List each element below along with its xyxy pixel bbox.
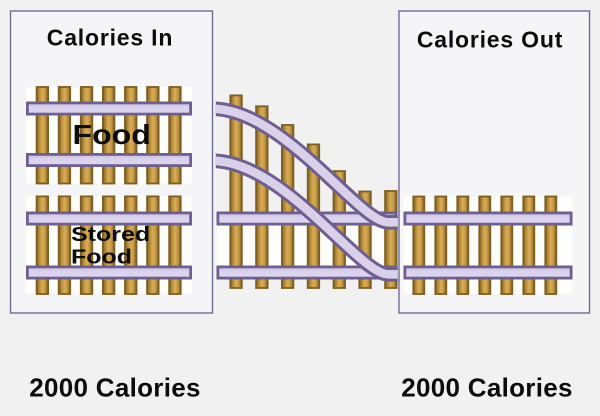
svg-text:Stored: Stored (71, 223, 150, 245)
svg-text:Food: Food (71, 246, 132, 268)
svg-text:Calories Out: Calories Out (417, 27, 563, 53)
svg-text:Food: Food (73, 120, 151, 151)
svg-text:2000 Calories: 2000 Calories (401, 373, 573, 403)
svg-text:2000 Calories: 2000 Calories (29, 373, 201, 403)
svg-text:Calories In: Calories In (47, 25, 173, 51)
